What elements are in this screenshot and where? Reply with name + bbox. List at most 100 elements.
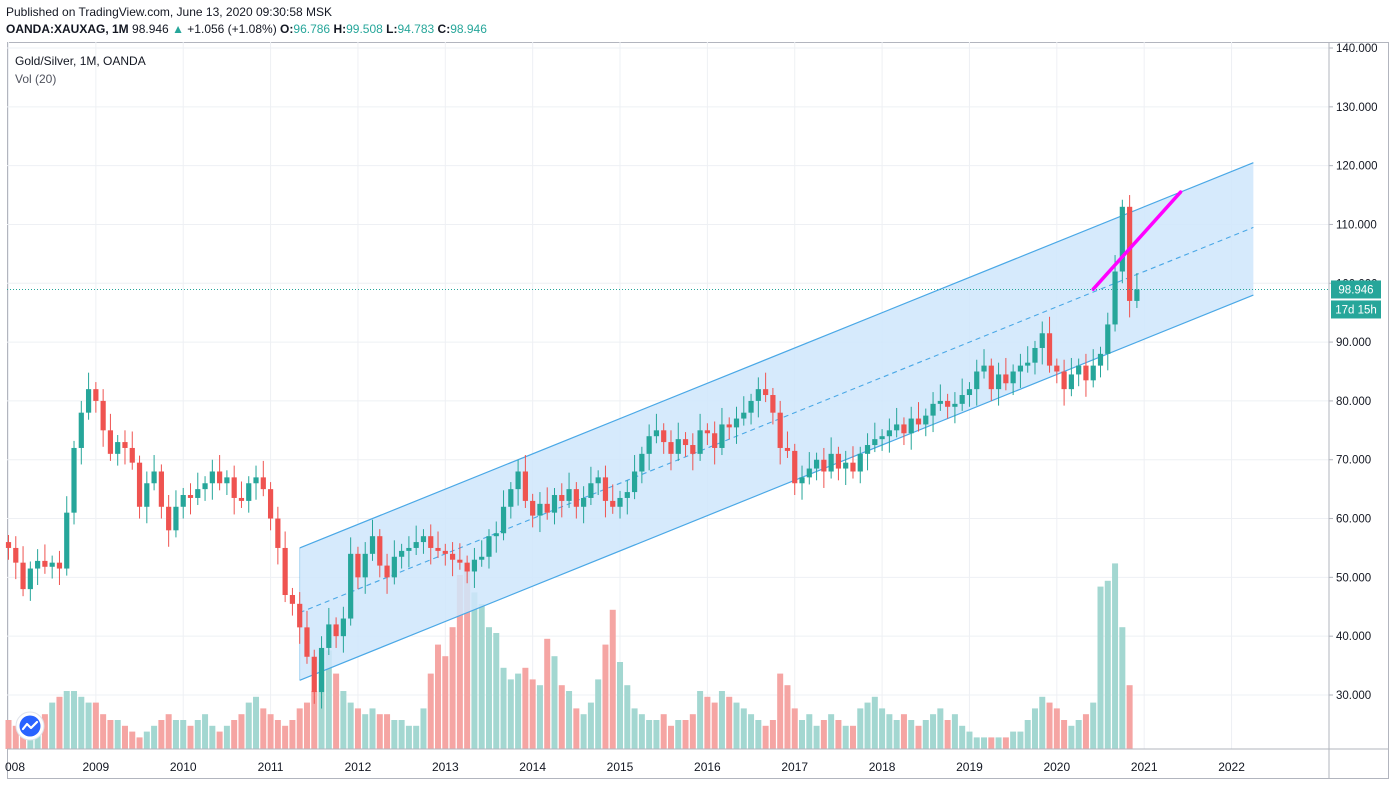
x-tick-label: 2022 xyxy=(1218,760,1245,774)
y-tick-label: 120.000 xyxy=(1336,161,1378,173)
change-value: +1.056 (+1.08%) xyxy=(187,22,277,36)
volume-bar xyxy=(951,714,958,749)
volume-bar xyxy=(92,702,99,749)
candle-body xyxy=(377,536,383,566)
price-tags: 98.946 17d 15h xyxy=(1331,280,1381,319)
candle-body xyxy=(428,536,434,548)
y-tick-label: 50.000 xyxy=(1336,572,1371,584)
volume-bar xyxy=(718,691,725,749)
candle-body xyxy=(901,424,907,434)
candle-body xyxy=(180,495,186,507)
volume-bar xyxy=(391,720,398,749)
volume-bar xyxy=(835,720,842,749)
candle-body xyxy=(981,365,987,372)
low-value: 94.783 xyxy=(397,22,435,36)
volume-bar xyxy=(1010,731,1017,749)
candle-body xyxy=(435,547,441,551)
candle-body xyxy=(748,400,754,413)
volume-bar xyxy=(405,725,412,749)
candle-body xyxy=(49,562,55,567)
candle-body xyxy=(1003,374,1009,384)
candle-body xyxy=(173,506,179,531)
candle-body xyxy=(828,453,834,472)
candle-body xyxy=(646,436,652,454)
volume-bar xyxy=(216,731,223,749)
candle-body xyxy=(864,445,871,454)
volume-bar xyxy=(915,725,922,749)
candle-body xyxy=(588,483,594,498)
candle-body xyxy=(624,492,630,498)
volume-bar xyxy=(646,720,653,749)
x-tick-label: 2014 xyxy=(519,760,546,774)
chart-frame[interactable] xyxy=(7,42,1389,779)
volume-bar xyxy=(354,708,361,749)
candle-body xyxy=(304,627,310,657)
grid xyxy=(7,42,1329,749)
candle-body xyxy=(821,459,827,472)
candle-body xyxy=(187,495,194,498)
candle-body xyxy=(224,477,230,484)
candle-body xyxy=(27,568,33,590)
volume-bar xyxy=(973,737,980,749)
volume-bar xyxy=(595,679,602,749)
legend-title[interactable]: Gold/Silver, 1M, OANDA xyxy=(15,54,146,68)
legend-volume[interactable]: Vol (20) xyxy=(15,72,57,86)
volume-bar xyxy=(806,714,813,749)
volume-bar xyxy=(624,685,631,749)
candle-body xyxy=(78,412,84,448)
volume-bar xyxy=(1090,702,1097,749)
candle-body xyxy=(340,618,346,637)
volume-bar xyxy=(828,714,835,749)
candle-body xyxy=(1025,362,1031,366)
volume-bar xyxy=(1126,685,1133,749)
volume-bar xyxy=(63,691,70,749)
volume-bar xyxy=(667,725,674,749)
volume-bar xyxy=(158,720,165,749)
volume-bar xyxy=(413,725,420,749)
candle-body xyxy=(923,415,929,425)
close-label: C: xyxy=(437,22,451,36)
candle-body xyxy=(952,403,958,407)
candle-body xyxy=(479,556,485,560)
candle-body xyxy=(704,430,710,434)
volume-bar xyxy=(165,714,172,749)
candle-body xyxy=(886,430,892,437)
candle-body xyxy=(355,553,361,578)
volume-bar xyxy=(180,720,187,749)
candle-body xyxy=(530,500,536,516)
price-axis: 30.000 40.000 50.000 60.000 70.000 80.000 90.0… xyxy=(1329,43,1378,702)
candle-body xyxy=(675,439,681,454)
last-price-tag xyxy=(1331,280,1381,299)
candle-body xyxy=(784,447,791,451)
volume-bar xyxy=(398,720,405,749)
candle-body xyxy=(872,439,878,446)
candle-body xyxy=(1076,365,1082,375)
time-axis: 008 2009 2010 2011 2012 2013 2014 2015 2016 2017 2… xyxy=(5,760,1245,774)
candle-body xyxy=(129,447,135,463)
channel-fill xyxy=(299,162,1254,681)
volume-bar xyxy=(944,720,951,749)
candle-body xyxy=(602,477,609,501)
symbol[interactable]: OANDA:XAUXAG, 1M xyxy=(6,22,129,36)
volume-bar xyxy=(849,725,856,749)
candle-body xyxy=(217,471,223,484)
candle-body xyxy=(792,450,798,484)
volume-bar xyxy=(442,656,449,749)
volume-bar xyxy=(56,696,63,749)
volume-bar xyxy=(937,708,944,749)
volume-bar xyxy=(1002,737,1009,749)
volume-bar xyxy=(638,714,645,749)
volume-bar xyxy=(478,604,485,749)
candle-body xyxy=(515,471,521,490)
volume-bar xyxy=(209,725,216,749)
candle-body xyxy=(151,471,157,484)
candle-body xyxy=(988,365,994,390)
volume-bar xyxy=(420,708,427,749)
volume-bar xyxy=(857,708,864,749)
volume-bar xyxy=(340,691,347,749)
candle-body xyxy=(974,371,980,390)
volume-bar xyxy=(507,679,514,749)
published-caption: Published on TradingView.com, June 13, 2… xyxy=(6,5,332,19)
candle-body xyxy=(690,445,696,454)
